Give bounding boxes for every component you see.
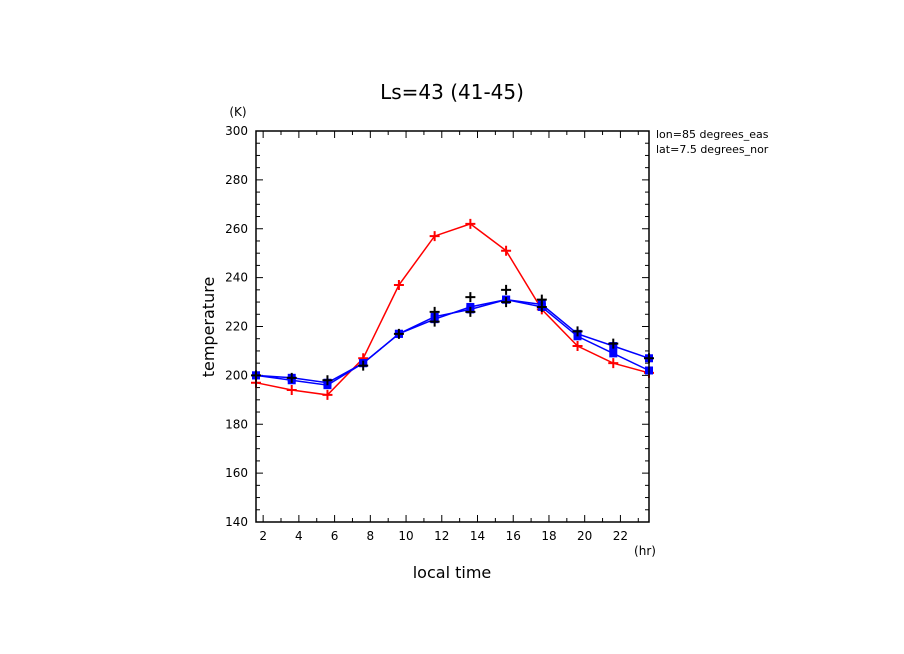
x-tick-label: 16 — [506, 529, 521, 543]
axes: 2 4 6 8 10 12 14 16 18 20 22 140 160 180 200 220 240 260 2… — [225, 124, 649, 543]
x-tick-label: 6 — [331, 529, 339, 543]
data-point-plus — [465, 292, 476, 303]
series-line — [255, 298, 650, 384]
x-tick-label: 18 — [541, 529, 556, 543]
x-axis-label: local time — [413, 563, 492, 582]
x-tick-label: 22 — [613, 529, 628, 543]
y-tick-label: 280 — [225, 173, 248, 187]
data-point-plus — [501, 245, 512, 256]
chart-title: Ls=43 (41-45) — [380, 80, 524, 104]
data-point-plus — [501, 297, 512, 308]
x-tick-label: 4 — [295, 529, 303, 543]
plot-frame — [255, 130, 650, 523]
data-point-plus — [322, 389, 333, 400]
data-point-plus — [572, 341, 583, 352]
data-point-plus — [501, 284, 512, 295]
data-point-square — [609, 349, 618, 358]
x-tick-label: 20 — [577, 529, 592, 543]
data-point-plus — [608, 338, 619, 349]
x-tick-label: 2 — [259, 529, 267, 543]
y-tick-label: 140 — [225, 515, 248, 529]
series-layer — [251, 218, 654, 400]
data-point-plus — [608, 358, 619, 369]
series-0 — [251, 218, 654, 400]
y-axis-label: temperature — [199, 277, 218, 378]
y-tick-label: 260 — [225, 222, 248, 236]
data-point-plus — [429, 231, 440, 242]
data-point-plus — [393, 328, 404, 339]
x-tick-label: 10 — [398, 529, 413, 543]
y-axis-unit: (K) — [229, 105, 246, 119]
data-point-plus — [465, 218, 476, 229]
data-point-plus — [429, 306, 440, 317]
data-point-plus — [465, 306, 476, 317]
y-tick-label: 160 — [225, 466, 248, 480]
y-tick-label: 200 — [225, 368, 248, 382]
series-3 — [251, 284, 654, 386]
data-point-plus — [322, 375, 333, 386]
data-point-plus — [358, 360, 369, 371]
data-point-plus — [286, 372, 297, 383]
x-axis-unit: (hr) — [634, 544, 656, 558]
x-tick-label: 8 — [367, 529, 375, 543]
x-tick-label: 14 — [470, 529, 485, 543]
series-2 — [252, 295, 653, 387]
x-tick-label: 12 — [434, 529, 449, 543]
series-line — [255, 223, 650, 396]
data-point-plus — [393, 279, 404, 290]
data-point-plus — [536, 294, 547, 305]
data-point-plus — [286, 385, 297, 396]
series-1 — [252, 295, 653, 390]
data-point-plus — [429, 316, 440, 327]
data-point-plus — [572, 326, 583, 337]
y-tick-label: 220 — [225, 320, 248, 334]
y-tick-label: 180 — [225, 417, 248, 431]
annotation-longitude: lon=85 degrees_eas — [656, 128, 769, 141]
annotation-latitude: lat=7.5 degrees_nor — [656, 143, 769, 156]
y-tick-label: 300 — [225, 124, 248, 138]
y-tick-label: 240 — [225, 271, 248, 285]
